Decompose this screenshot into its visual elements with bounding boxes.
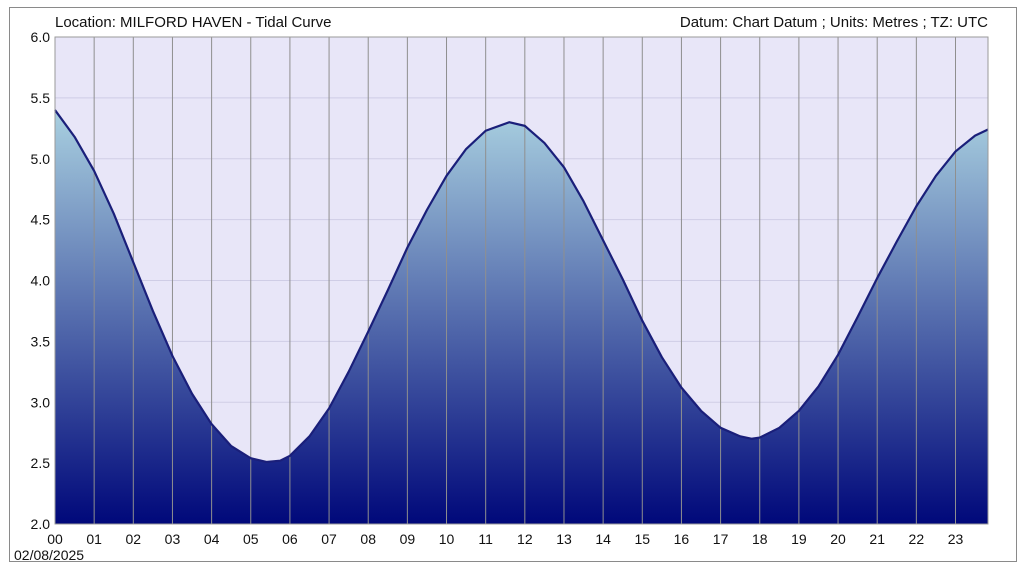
x-tick-label: 04 [204,531,220,547]
tide-area-fill [55,110,988,525]
x-tick-label: 12 [517,531,533,547]
x-tick-label: 06 [282,531,298,547]
x-tick-label: 17 [713,531,729,547]
x-tick-label: 08 [360,531,376,547]
y-tick-label: 5.5 [31,90,51,106]
x-tick-label: 21 [869,531,885,547]
chart-subtitle: Datum: Chart Datum ; Units: Metres ; TZ:… [680,14,988,31]
x-tick-label: 02 [126,531,142,547]
y-tick-label: 4.0 [31,273,51,289]
x-tick-label: 09 [400,531,416,547]
chart-frame: Location: MILFORD HAVEN - Tidal Curve Da… [9,7,1017,562]
chart-title: Location: MILFORD HAVEN - Tidal Curve [55,14,331,31]
x-tick-label: 10 [439,531,455,547]
y-tick-label: 6.0 [31,29,51,45]
x-tick-label: 14 [595,531,611,547]
vertical-grid [93,37,957,524]
x-tick-label: 18 [752,531,768,547]
tide-height-line [54,109,989,464]
y-tick-label: 3.0 [31,394,51,410]
x-tick-label: 11 [478,531,493,547]
x-tick-label: 22 [909,531,925,547]
x-axis-ticks: 00 01 02 03 04 05 06 07 08 09 10 11 12 13 14 15 16 17 18 19… [47,531,963,547]
plot-area-border [54,36,989,525]
y-tick-label: 2.5 [31,455,51,471]
date-label: 02/08/2025 [14,547,84,561]
x-tick-label: 16 [674,531,690,547]
y-tick-label: 5.0 [31,151,51,167]
y-tick-label: 4.5 [31,212,51,228]
x-tick-label: 00 [47,531,63,547]
y-tick-label: 3.5 [31,333,51,349]
y-axis-ticks: 2.0 2.5 3.0 3.5 4.0 4.5 5.0 5.5 6.0 [31,29,51,532]
x-tick-label: 20 [830,531,846,547]
x-tick-label: 13 [556,531,572,547]
x-tick-label: 19 [791,531,807,547]
tidal-curve-chart: Location: MILFORD HAVEN - Tidal Curve Da… [14,14,989,561]
x-tick-label: 03 [165,531,181,547]
x-tick-label: 05 [243,531,259,547]
x-tick-label: 15 [634,531,650,547]
x-tick-label: 23 [948,531,964,547]
x-tick-label: 01 [86,531,102,547]
y-tick-label: 2.0 [31,516,51,532]
x-tick-label: 07 [321,531,337,547]
